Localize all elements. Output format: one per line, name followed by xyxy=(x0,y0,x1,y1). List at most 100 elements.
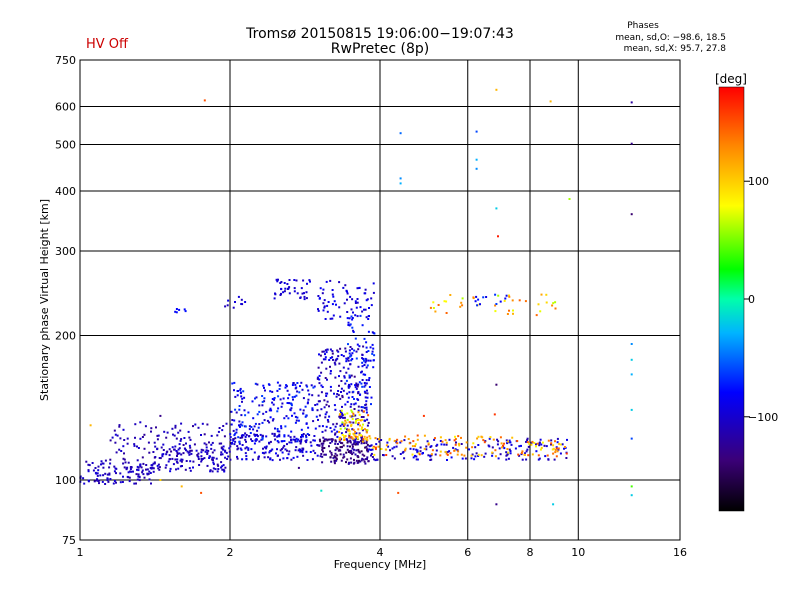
data-point xyxy=(323,440,326,442)
data-point xyxy=(206,451,209,454)
data-point xyxy=(488,437,491,440)
data-point xyxy=(427,443,430,446)
data-point xyxy=(264,451,267,454)
data-point xyxy=(188,444,191,447)
data-point xyxy=(334,425,337,428)
data-point xyxy=(130,470,132,473)
data-point xyxy=(153,456,156,459)
data-point xyxy=(144,425,147,428)
data-point xyxy=(350,383,353,386)
data-point xyxy=(348,434,351,437)
data-point xyxy=(339,446,342,449)
data-point xyxy=(282,397,285,400)
data-point xyxy=(367,330,370,333)
data-point xyxy=(343,413,346,416)
data-point xyxy=(416,458,419,461)
data-point xyxy=(362,423,364,426)
data-point xyxy=(366,443,369,446)
data-point xyxy=(301,434,304,437)
data-point xyxy=(311,458,314,461)
data-point xyxy=(432,307,435,309)
data-point xyxy=(268,451,271,454)
data-point xyxy=(526,439,529,442)
data-point xyxy=(363,390,366,393)
data-point xyxy=(283,417,286,420)
data-point xyxy=(281,440,284,443)
data-point xyxy=(354,414,357,417)
data-point xyxy=(323,447,326,449)
data-point xyxy=(368,379,370,382)
data-point xyxy=(181,465,183,467)
data-point xyxy=(345,431,348,434)
data-point xyxy=(355,382,358,385)
data-point xyxy=(92,469,95,472)
data-point xyxy=(549,100,552,103)
data-point xyxy=(450,456,453,459)
data-point xyxy=(434,453,437,456)
data-point xyxy=(318,438,321,441)
data-point xyxy=(200,434,202,436)
data-point xyxy=(456,453,459,456)
data-point xyxy=(329,450,332,453)
y-tick-label: 600 xyxy=(55,101,76,114)
data-point xyxy=(539,310,542,313)
data-point xyxy=(230,423,233,426)
data-point xyxy=(239,436,242,439)
data-point xyxy=(404,449,407,452)
data-point xyxy=(385,444,388,447)
data-point xyxy=(324,377,327,379)
data-point xyxy=(329,279,332,282)
data-point xyxy=(446,453,449,456)
data-point xyxy=(361,310,364,313)
data-point xyxy=(358,433,361,436)
data-point xyxy=(321,461,324,464)
data-point xyxy=(346,290,348,293)
data-point xyxy=(260,438,263,441)
data-point xyxy=(556,437,559,440)
data-point xyxy=(329,357,332,359)
data-point xyxy=(443,443,446,446)
data-point xyxy=(276,410,279,413)
data-point xyxy=(272,403,275,406)
data-point xyxy=(325,403,328,406)
data-point xyxy=(325,425,328,428)
data-point xyxy=(352,331,355,333)
data-point xyxy=(155,426,157,429)
data-point xyxy=(244,438,247,441)
data-point xyxy=(276,389,279,392)
data-point xyxy=(373,354,376,357)
data-point xyxy=(473,458,476,461)
data-point xyxy=(329,427,332,429)
data-point xyxy=(366,389,368,392)
data-point xyxy=(630,494,633,497)
data-point xyxy=(399,441,402,444)
data-point xyxy=(439,450,442,453)
data-point xyxy=(284,425,287,428)
data-point xyxy=(354,386,357,389)
data-point xyxy=(369,359,372,362)
data-point xyxy=(345,357,348,360)
data-point xyxy=(241,436,244,439)
data-point xyxy=(524,300,527,303)
data-point xyxy=(277,441,280,444)
data-point xyxy=(399,132,402,135)
data-point xyxy=(330,460,333,463)
data-point xyxy=(419,450,422,453)
data-point xyxy=(422,414,425,417)
data-point xyxy=(311,394,314,397)
data-point xyxy=(241,424,244,427)
data-point xyxy=(157,463,160,466)
data-point xyxy=(348,374,351,377)
data-point xyxy=(179,459,182,462)
x-tick-label: 1 xyxy=(77,546,84,559)
data-point xyxy=(220,466,222,469)
data-point xyxy=(351,352,354,355)
data-point xyxy=(220,446,223,449)
data-point xyxy=(177,467,180,470)
data-point xyxy=(145,468,147,471)
data-point xyxy=(153,462,156,465)
data-point xyxy=(370,297,373,300)
data-point xyxy=(352,442,355,445)
data-point xyxy=(85,460,88,463)
data-point xyxy=(484,440,487,443)
